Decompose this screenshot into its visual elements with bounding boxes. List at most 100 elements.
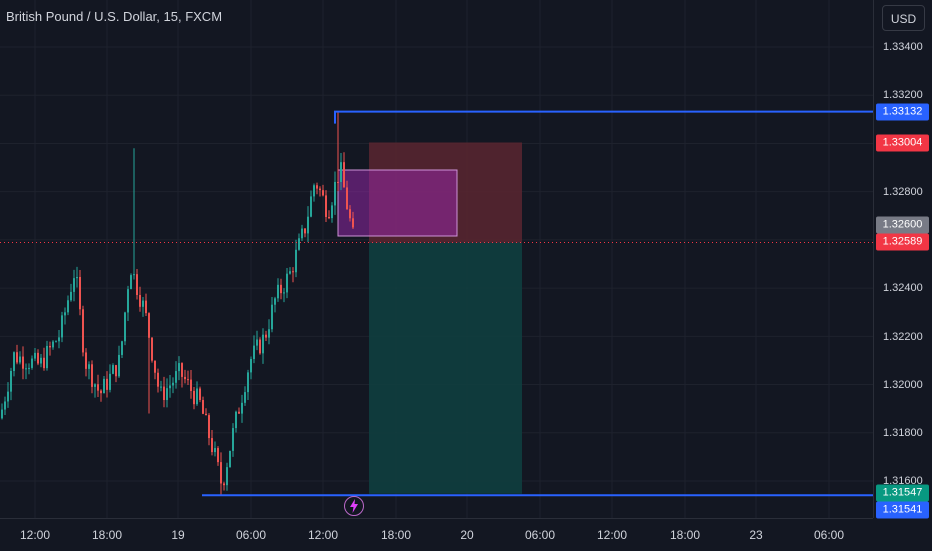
lower-level-badge: 1.31541	[876, 501, 929, 519]
candle-body	[232, 428, 234, 451]
candle-body	[67, 300, 69, 313]
candle-body	[268, 329, 270, 338]
candle-body	[46, 345, 48, 369]
candle-body	[1, 409, 3, 419]
candle-body	[136, 274, 138, 295]
candle-body	[55, 341, 57, 343]
candle-body	[277, 284, 279, 299]
price-tick: 1.31600	[883, 475, 923, 487]
candle-body	[328, 216, 330, 219]
candle-body	[292, 271, 294, 273]
time-tick: 06:00	[524, 528, 556, 542]
candle-body	[91, 364, 93, 387]
candle-body	[154, 360, 156, 373]
price-tick: 1.32200	[883, 331, 923, 343]
time-tick: 18:00	[91, 528, 123, 542]
candle-body	[211, 438, 213, 453]
price-tick: 1.32400	[883, 282, 923, 294]
take-profit-badge: 1.31547	[876, 484, 929, 502]
candle-body	[208, 415, 210, 439]
candle-body	[253, 345, 255, 360]
candle-body	[307, 216, 309, 234]
candle-body	[259, 339, 261, 354]
time-axis[interactable]: 12:00 18:00 19 06:00 12:00 18:00 20 06:0…	[0, 518, 873, 551]
candle-body	[289, 271, 291, 274]
candle-body	[163, 386, 165, 401]
candle-body	[133, 274, 135, 276]
price-axis[interactable]: USD 1.33400 1.33200 1.32800 1.32400 1.32…	[873, 0, 932, 519]
candle-body	[127, 289, 129, 313]
candle-body	[235, 411, 237, 429]
candle-body	[76, 276, 78, 279]
candle-body	[43, 357, 45, 369]
candle-body	[37, 352, 39, 364]
candle-body	[109, 373, 111, 390]
candle-body	[325, 195, 327, 217]
highlight-rectangle	[337, 169, 458, 237]
candle-body	[148, 313, 150, 338]
chart-canvas[interactable]	[0, 0, 873, 518]
candle-body	[295, 249, 297, 273]
candle-body	[223, 483, 225, 486]
candle-body	[181, 363, 183, 377]
currency-button[interactable]: USD	[882, 5, 925, 31]
upper-level-line	[334, 110, 873, 124]
candle-body	[139, 294, 141, 307]
chart-pane[interactable]: British Pound / U.S. Dollar, 15, FXCM	[0, 0, 873, 518]
price-tick: 1.33200	[883, 89, 923, 101]
candle-body	[322, 190, 324, 196]
time-tick: 23	[749, 528, 763, 542]
entry-badge: 1.32600	[876, 216, 929, 234]
candle-body	[316, 185, 318, 189]
candle-body	[97, 384, 99, 391]
candle-body	[79, 276, 81, 310]
time-tick: 06:00	[813, 528, 845, 542]
candle-body	[112, 365, 114, 374]
candle-body	[187, 379, 189, 381]
candle-body	[352, 218, 354, 228]
time-tick: 18:00	[380, 528, 412, 542]
candle-body	[337, 181, 339, 183]
candle-body	[301, 228, 303, 239]
candle-body	[175, 371, 177, 383]
price-tick: 1.32000	[883, 379, 923, 391]
candle-body	[247, 372, 249, 393]
candle-body	[274, 298, 276, 305]
upper-level-badge: 1.33132	[876, 103, 929, 121]
candle-body	[16, 352, 18, 363]
candle-body	[217, 448, 219, 463]
last-price-badge: 1.32589	[876, 233, 929, 251]
candle-body	[280, 284, 282, 294]
candle-body	[271, 304, 273, 330]
candle-body	[319, 188, 321, 191]
candle-body	[298, 238, 300, 250]
candle-body	[70, 291, 72, 301]
candle-body	[202, 400, 204, 414]
candle-body	[229, 450, 231, 468]
lightning-icon[interactable]	[344, 496, 364, 516]
candle-body	[58, 337, 60, 342]
candle-body	[73, 278, 75, 292]
candle-body	[196, 388, 198, 405]
take-profit-zone	[369, 242, 522, 494]
candle-body	[193, 390, 195, 405]
candle-body	[28, 367, 30, 369]
candle-body	[151, 337, 153, 361]
candle-body	[250, 359, 252, 373]
time-tick: 12:00	[19, 528, 51, 542]
candle-body	[19, 356, 21, 363]
candle-body	[22, 356, 24, 369]
price-tick: 1.33400	[883, 41, 923, 53]
symbol-title: British Pound / U.S. Dollar, 15, FXCM	[6, 9, 223, 24]
candle-body	[124, 312, 126, 342]
time-tick: 18:00	[669, 528, 701, 542]
candle-body	[205, 413, 207, 416]
candle-body	[34, 352, 36, 359]
candle-body	[334, 181, 336, 206]
candle-body	[256, 339, 258, 346]
candle-body	[52, 341, 54, 348]
candle-body	[160, 386, 162, 388]
time-tick: 06:00	[235, 528, 267, 542]
candle-body	[220, 462, 222, 484]
candle-body	[283, 292, 285, 294]
